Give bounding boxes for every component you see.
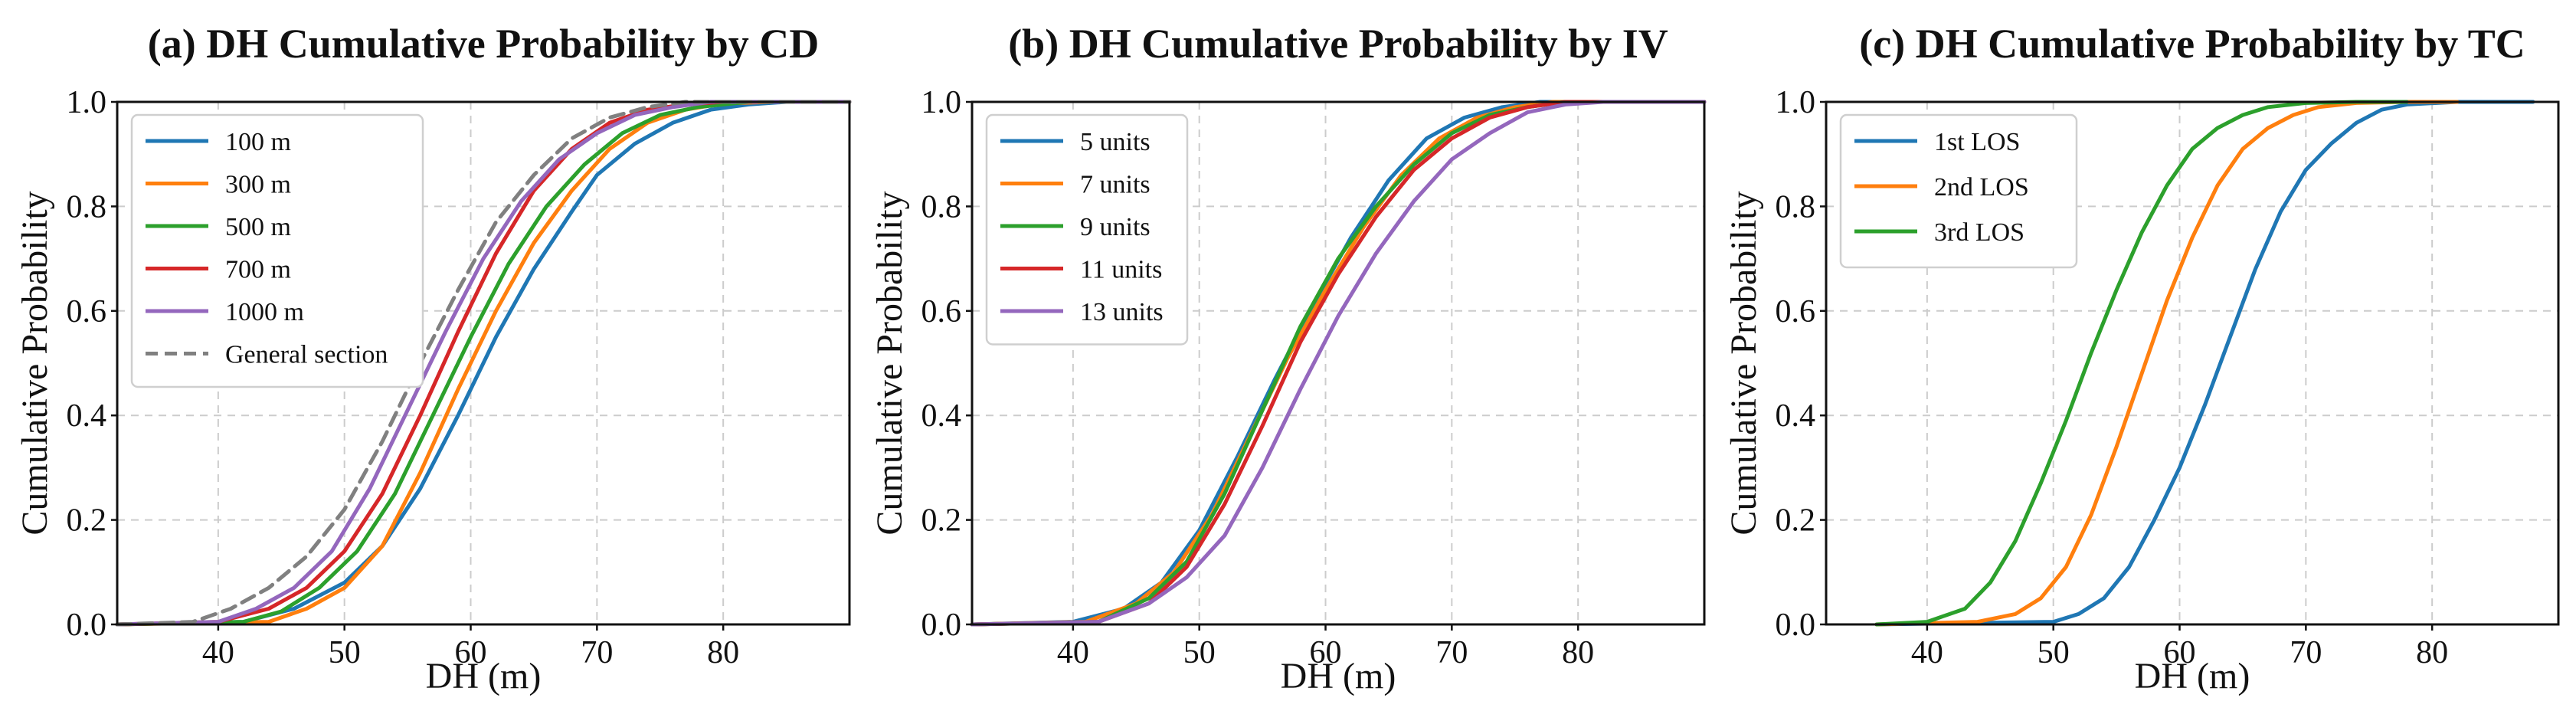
chart-panel-2: 40 50 60 70 80 0.0 0.2 0.4 0.6 0.8 1.0 (b) DH Cumul… xyxy=(869,21,1707,696)
series-line-general-section xyxy=(115,100,852,627)
legend-box xyxy=(985,113,1189,346)
y-tick-label: 0.4 xyxy=(1776,398,1816,434)
legend: 5 units 7 units 9 units 11 units 13 units xyxy=(985,113,1189,346)
series-line-500-m xyxy=(115,100,852,627)
x-tick-label: 70 xyxy=(1435,635,1468,670)
legend-label: 500 m xyxy=(225,213,291,241)
x-tick-label: 50 xyxy=(1183,635,1216,670)
y-tick-label: 0.0 xyxy=(921,608,962,643)
legend-label: 11 units xyxy=(1080,256,1162,284)
y-tick-label: 0.2 xyxy=(67,503,107,539)
x-tick-label: 50 xyxy=(2038,635,2070,670)
plot-frame xyxy=(116,100,851,626)
plot-frame xyxy=(1825,100,2560,626)
y-tick-label: 0.8 xyxy=(1776,189,1816,224)
legend-label: 3rd LOS xyxy=(1934,218,2024,247)
x-tick-label: 60 xyxy=(1310,635,1342,670)
y-tick-label: 1.0 xyxy=(1776,85,1816,120)
chart-panel-1: 40 50 60 70 80 0.0 0.2 0.4 0.6 0.8 1.0 (a) DH Cumul… xyxy=(15,21,852,696)
series-line-13-units xyxy=(970,100,1707,627)
y-tick-label: 0.2 xyxy=(1776,503,1816,539)
series-line-11-units xyxy=(970,100,1707,627)
plot-frame xyxy=(971,100,1706,626)
x-tick-label: 40 xyxy=(1057,635,1089,670)
legend: 1st LOS 2nd LOS 3rd LOS xyxy=(1839,113,2078,269)
legend-label: 13 units xyxy=(1080,298,1164,326)
y-tick-label: 0.4 xyxy=(921,398,962,434)
legend-label: 5 units xyxy=(1080,128,1151,156)
x-tick-label: 60 xyxy=(455,635,487,670)
y-tick-label: 0.6 xyxy=(67,294,107,329)
y-tick-label: 0.2 xyxy=(921,503,962,539)
y-tick-label: 1.0 xyxy=(67,85,107,120)
x-axis-label: DH (m) xyxy=(2135,656,2250,696)
y-axis-label: Cumulative Probability xyxy=(15,191,55,535)
legend-box xyxy=(1839,113,2078,269)
legend-label: 100 m xyxy=(225,128,291,156)
x-tick-label: 80 xyxy=(1562,635,1594,670)
y-tick-label: 0.4 xyxy=(67,398,107,434)
legend-label: 700 m xyxy=(225,256,291,284)
legend-label: 9 units xyxy=(1080,213,1151,241)
x-axis-label: DH (m) xyxy=(426,656,542,696)
x-tick-label: 40 xyxy=(202,635,234,670)
y-tick-label: 0.0 xyxy=(67,608,107,643)
series-line-1st-los xyxy=(1874,100,2535,627)
y-tick-label: 0.8 xyxy=(921,189,962,224)
series-line-100-m xyxy=(115,100,852,627)
legend-label: General section xyxy=(225,341,388,369)
chart-title: (a) DH Cumulative Probability by CD xyxy=(148,21,820,67)
legend-label: 2nd LOS xyxy=(1934,173,2029,202)
legend-label: 7 units xyxy=(1080,171,1151,199)
chart-panel-3: 40 50 60 70 80 0.0 0.2 0.4 0.6 0.8 1.0 (c) DH Cumul… xyxy=(1723,21,2560,696)
y-tick-label: 1.0 xyxy=(921,85,962,120)
y-tick-label: 0.6 xyxy=(921,294,962,329)
chart-title: (c) DH Cumulative Probability by TC xyxy=(1859,21,2525,67)
x-tick-label: 70 xyxy=(2290,635,2322,670)
x-axis-label: DH (m) xyxy=(1281,656,1396,696)
x-tick-label: 70 xyxy=(581,635,613,670)
legend: 100 m 300 m 500 m 700 m 1000 m General sectio… xyxy=(130,113,424,388)
legend-label: 1st LOS xyxy=(1934,128,2020,156)
x-tick-label: 50 xyxy=(329,635,361,670)
chart-title: (b) DH Cumulative Probability by IV xyxy=(1008,21,1668,67)
legend-label: 300 m xyxy=(225,171,291,199)
series-line-3rd-los xyxy=(1874,100,2409,627)
y-axis-label: Cumulative Probability xyxy=(869,191,910,535)
series-line-2nd-los xyxy=(1874,100,2460,627)
x-tick-label: 80 xyxy=(2416,635,2448,670)
y-tick-label: 0.8 xyxy=(67,189,107,224)
y-tick-label: 0.0 xyxy=(1776,608,1816,643)
x-tick-label: 80 xyxy=(707,635,739,670)
y-tick-label: 0.6 xyxy=(1776,294,1816,329)
legend-label: 1000 m xyxy=(225,298,304,326)
y-axis-label: Cumulative Probability xyxy=(1723,191,1764,535)
x-tick-label: 60 xyxy=(2164,635,2196,670)
series-line-1000-m xyxy=(115,100,852,627)
x-tick-label: 40 xyxy=(1911,635,1943,670)
